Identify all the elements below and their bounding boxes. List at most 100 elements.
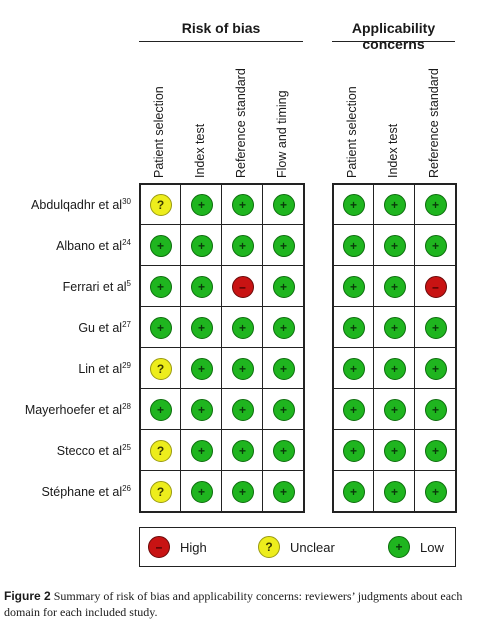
low-judgment-dot: + xyxy=(231,234,254,257)
low-judgment-dot: + xyxy=(231,480,254,503)
group-underline xyxy=(332,41,455,42)
low-judgment-dot: + xyxy=(383,357,406,380)
study-reference-number: 25 xyxy=(122,442,131,452)
legend-label-unclear: Unclear xyxy=(290,539,335,555)
study-author: Gu et al xyxy=(78,320,123,335)
group-grid xyxy=(139,183,305,513)
column-label: Flow and timing xyxy=(274,90,289,178)
group-title-risk-of-bias: Risk of bias xyxy=(181,20,261,36)
grid-row-line xyxy=(332,265,455,266)
low-judgment-dot: + xyxy=(190,398,213,421)
low-judgment-dot: + xyxy=(342,398,365,421)
unclear-risk-icon: ? xyxy=(258,536,280,558)
caption-label: Figure 2 xyxy=(4,589,51,603)
low-judgment-dot: + xyxy=(190,275,213,298)
low-judgment-dot: + xyxy=(342,439,365,462)
high-risk-icon: – xyxy=(148,536,170,558)
study-author: Ferrari et al xyxy=(62,279,127,294)
grid-row-line xyxy=(139,429,303,430)
study-label: Stecco et al25 xyxy=(57,443,131,458)
grid-row-line xyxy=(139,470,303,471)
study-label: Stéphane et al26 xyxy=(41,484,131,499)
study-reference-number: 27 xyxy=(122,319,131,329)
study-label: Albano et al24 xyxy=(56,238,131,253)
low-judgment-dot: + xyxy=(383,275,406,298)
grid-row-line xyxy=(139,388,303,389)
low-judgment-dot: + xyxy=(424,234,447,257)
unclear-judgment-dot: ? xyxy=(149,193,172,216)
low-judgment-dot: + xyxy=(231,439,254,462)
study-author: Stéphane et al xyxy=(41,484,123,499)
low-judgment-dot: + xyxy=(383,480,406,503)
high-judgment-dot: – xyxy=(424,275,447,298)
low-judgment-dot: + xyxy=(424,193,447,216)
legend-item-low: + Low xyxy=(388,536,444,558)
group-grid xyxy=(332,183,457,513)
low-judgment-dot: + xyxy=(231,357,254,380)
low-judgment-dot: + xyxy=(149,398,172,421)
low-judgment-dot: + xyxy=(424,439,447,462)
low-judgment-dot: + xyxy=(190,357,213,380)
grid-row-line xyxy=(139,265,303,266)
study-author: Mayerhoefer et al xyxy=(24,402,123,417)
low-judgment-dot: + xyxy=(149,275,172,298)
study-label: Abdulqadhr et al30 xyxy=(31,197,131,212)
figure-caption: Figure 2 Summary of risk of bias and app… xyxy=(4,588,488,620)
low-judgment-dot: + xyxy=(272,439,295,462)
unclear-judgment-dot: ? xyxy=(149,357,172,380)
study-reference-number: 29 xyxy=(122,360,131,370)
study-label: Ferrari et al5 xyxy=(63,279,131,294)
column-label: Patient selection xyxy=(344,86,359,178)
study-author: Albano et al xyxy=(56,238,123,253)
low-judgment-dot: + xyxy=(342,357,365,380)
low-judgment-dot: + xyxy=(424,357,447,380)
low-judgment-dot: + xyxy=(149,234,172,257)
study-label: Mayerhoefer et al28 xyxy=(25,402,131,417)
low-judgment-dot: + xyxy=(424,316,447,339)
legend-label-high: High xyxy=(180,539,207,555)
low-risk-icon: + xyxy=(388,536,410,558)
grid-row-line xyxy=(332,429,455,430)
low-judgment-dot: + xyxy=(272,275,295,298)
low-judgment-dot: + xyxy=(383,439,406,462)
low-judgment-dot: + xyxy=(272,316,295,339)
low-judgment-dot: + xyxy=(231,398,254,421)
low-judgment-dot: + xyxy=(342,316,365,339)
low-judgment-dot: + xyxy=(272,193,295,216)
study-reference-number: 30 xyxy=(122,196,131,206)
legend-label-low: Low xyxy=(420,539,444,555)
study-reference-number: 24 xyxy=(122,237,131,247)
low-judgment-dot: + xyxy=(272,398,295,421)
caption-text: Summary of risk of bias and applicabilit… xyxy=(4,589,463,619)
high-judgment-dot: – xyxy=(231,275,254,298)
low-judgment-dot: + xyxy=(383,398,406,421)
unclear-judgment-dot: ? xyxy=(149,480,172,503)
low-judgment-dot: + xyxy=(149,316,172,339)
grid-row-line xyxy=(332,388,455,389)
legend-item-high: – High xyxy=(148,536,207,558)
low-judgment-dot: + xyxy=(342,480,365,503)
low-judgment-dot: + xyxy=(190,316,213,339)
grid-row-line xyxy=(139,224,303,225)
low-judgment-dot: + xyxy=(272,480,295,503)
low-judgment-dot: + xyxy=(383,193,406,216)
low-judgment-dot: + xyxy=(424,398,447,421)
study-reference-number: 26 xyxy=(122,483,131,493)
study-author: Lin et al xyxy=(78,361,123,376)
grid-row-line xyxy=(332,470,455,471)
group-title-applicability-concerns: Applicability concerns xyxy=(351,20,436,52)
study-label: Gu et al27 xyxy=(78,320,131,335)
low-judgment-dot: + xyxy=(190,439,213,462)
low-judgment-dot: + xyxy=(383,234,406,257)
low-judgment-dot: + xyxy=(342,275,365,298)
low-judgment-dot: + xyxy=(424,480,447,503)
column-label: Index test xyxy=(385,123,400,178)
column-label: Reference standard xyxy=(233,68,248,178)
column-label: Index test xyxy=(192,123,207,178)
study-author: Abdulqadhr et al xyxy=(31,197,123,212)
low-judgment-dot: + xyxy=(342,234,365,257)
low-judgment-dot: + xyxy=(231,193,254,216)
low-judgment-dot: + xyxy=(190,193,213,216)
low-judgment-dot: + xyxy=(272,234,295,257)
unclear-judgment-dot: ? xyxy=(149,439,172,462)
